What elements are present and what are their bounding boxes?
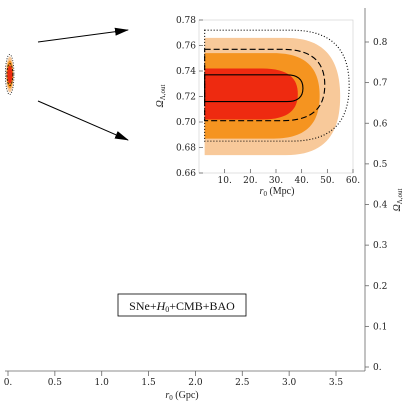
main-y-tick-label: 0.7 [373, 79, 388, 89]
inset-region-inner [204, 68, 298, 120]
main-x-tick-label: 0.5 [48, 378, 63, 388]
inset-x-tick-label: 10. [218, 176, 232, 186]
main-x-tick-label: 3.0 [282, 378, 297, 388]
arrow-upper [37, 27, 129, 43]
inset-x-axis-title: r0 (Mpc) [260, 186, 295, 198]
main-contour [4, 54, 15, 95]
inset-y-tick-label: 0.76 [176, 42, 196, 52]
main-y-tick-label: 0.4 [373, 201, 388, 211]
inset-x-tick-label: 50. [320, 176, 334, 186]
inset-y-tick-label: 0.74 [176, 67, 196, 77]
inset-y-tick-label: 0.72 [176, 93, 196, 103]
main-x-axis-title: r0 (Gpc) [165, 390, 198, 402]
main-y-tick-label: 0.8 [373, 38, 388, 48]
arrow-lower [37, 100, 129, 141]
main-x-tick-label: 2.0 [188, 378, 203, 388]
inset-line-solid [204, 74, 304, 103]
inset-y-axis-title: ΩΛ,out [155, 84, 167, 107]
inset-plot: 10. 20. 30. 40. 50. 60. 0.66 0.68 0.70 0.72 0.74 0… [176, 16, 360, 186]
inset-x-tick-label: 60. [346, 176, 360, 186]
legend-box [117, 293, 247, 317]
inset-line-dashed [204, 48, 326, 122]
main-contour-outer-line [4, 54, 15, 95]
main-y-tick-label: 0.2 [373, 282, 387, 292]
main-axes: 0. 0.5 1.0 1.5 2.0 2.5 3.0 3.5 0. 0.1 0.2 0.3 0.4 0.… [4, 8, 388, 388]
main-x-tick-label: 1.5 [141, 378, 156, 388]
main-y-tick-label: 0.1 [373, 322, 387, 332]
inset-x-tick-label: 20. [243, 176, 257, 186]
main-y-tick-label: 0.5 [373, 160, 388, 170]
inset-x-tick-label: 30. [269, 176, 283, 186]
main-contour-dashed-line [6, 63, 14, 86]
main-x-tick-label: 3.5 [329, 378, 344, 388]
main-x-tick-label: 2.5 [235, 378, 250, 388]
main-y-tick-label: 0. [373, 363, 382, 373]
main-x-tick-label: 0. [4, 378, 13, 388]
inset-x-tick-label: 40. [295, 176, 309, 186]
main-contour-inner [7, 65, 13, 84]
main-y-tick-label: 0.6 [373, 119, 388, 129]
inset-y-tick-label: 0.68 [176, 144, 196, 154]
inset-y-tick-label: 0.70 [176, 118, 196, 128]
inset-y-tick-label: 0.78 [176, 16, 196, 26]
legend: SNe+H0+CMB+BAO [117, 293, 247, 317]
main-y-axis-title: ΩΛ,out [392, 188, 404, 211]
legend-label: SNe+H0+CMB+BAO [129, 299, 235, 314]
main-y-tick-label: 0.3 [373, 241, 388, 251]
main-x-tick-label: 1.0 [95, 378, 110, 388]
inset-y-tick-label: 0.66 [176, 169, 196, 179]
